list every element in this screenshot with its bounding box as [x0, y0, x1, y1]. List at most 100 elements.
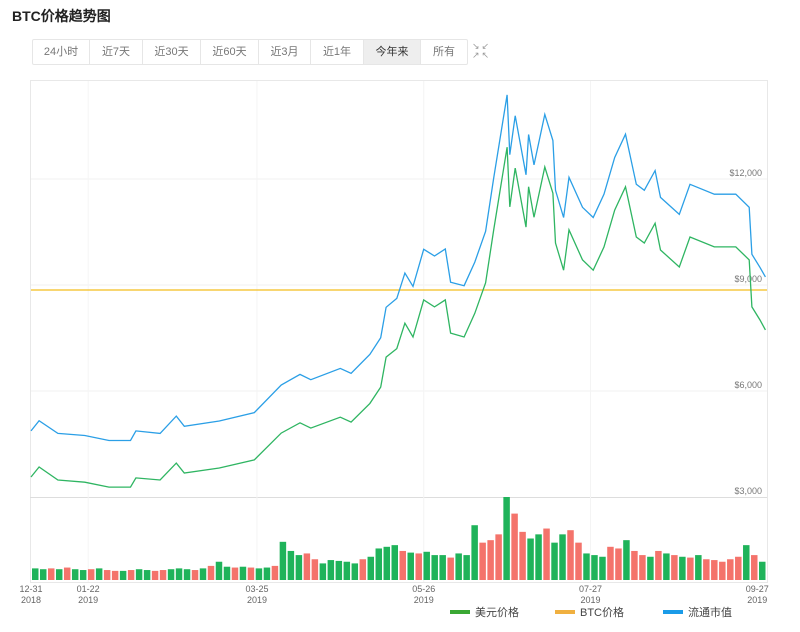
volume-bar — [447, 557, 454, 580]
volume-bar — [631, 550, 638, 580]
legend-swatch — [450, 610, 470, 614]
x-tick-year: 2019 — [78, 595, 98, 605]
expand-arrows-icon[interactable]: ↘↙ ↗↖ — [472, 41, 492, 60]
y-tick-label: $9,000 — [734, 274, 762, 284]
volume-bar — [183, 569, 191, 580]
volume-bar — [655, 550, 662, 580]
volume-bar — [735, 556, 742, 580]
volume-bar — [175, 568, 183, 580]
volume-bar — [167, 569, 175, 580]
y-tick-label: $3,000 — [734, 486, 762, 496]
x-tick-year: 2019 — [414, 595, 434, 605]
volume-bar — [383, 546, 391, 580]
volume-bar — [607, 546, 614, 580]
plot-frame — [30, 80, 768, 583]
legend-swatch — [555, 610, 575, 614]
volume-bar — [111, 570, 119, 580]
x-tick-date: 01-22 — [77, 584, 100, 594]
volume-bar — [71, 569, 79, 580]
volume-bar — [471, 525, 478, 580]
volume-bar — [103, 570, 111, 580]
range-button-2[interactable]: 近30天 — [143, 40, 201, 64]
range-button-6[interactable]: 今年来 — [364, 40, 421, 64]
volume-bar — [327, 560, 335, 580]
series-line-usd-price — [30, 147, 766, 488]
x-tick-year: 2018 — [21, 595, 41, 605]
volume-bar — [551, 542, 558, 580]
volume-bar — [487, 540, 494, 580]
volume-bar — [159, 570, 167, 580]
volume-bar — [535, 534, 542, 580]
legend-label: 流通市值 — [688, 607, 732, 619]
volume-bar — [527, 538, 534, 580]
legend-label: 美元价格 — [475, 607, 519, 619]
volume-bar — [495, 534, 502, 580]
volume-bar — [79, 570, 87, 580]
volume-bar — [375, 548, 383, 580]
volume-bar — [615, 548, 622, 580]
volume-bar — [591, 555, 598, 580]
volume-bar — [351, 563, 359, 580]
legend-item-market-cap[interactable]: 流通市值 — [663, 604, 732, 620]
volume-bar — [567, 530, 574, 580]
series-line-market-cap — [30, 94, 766, 442]
volume-bar — [727, 559, 734, 580]
volume-bar — [599, 556, 606, 580]
volume-bar — [335, 560, 343, 580]
x-tick-date: 12-31 — [19, 584, 42, 594]
volume-bar — [367, 556, 375, 580]
volume-bar — [263, 567, 271, 580]
range-button-1[interactable]: 近7天 — [90, 40, 143, 64]
page-title: BTC价格趋势图 — [12, 8, 111, 24]
volume-bar — [679, 556, 686, 580]
volume-bar — [719, 561, 726, 580]
volume-bar — [87, 569, 95, 580]
volume-bar — [583, 553, 590, 580]
x-tick-date: 07-27 — [579, 584, 602, 594]
range-button-3[interactable]: 近60天 — [201, 40, 259, 64]
volume-bar — [743, 545, 750, 580]
volume-bar — [455, 553, 462, 580]
y-tick-label: $12,000 — [729, 168, 762, 178]
range-button-7[interactable]: 所有 — [433, 46, 455, 58]
volume-bar — [463, 555, 470, 580]
volume-bar — [623, 540, 630, 580]
volume-bar — [575, 542, 582, 580]
volume-bar — [359, 559, 367, 580]
legend-item-usd-price[interactable]: 美元价格 — [450, 604, 519, 620]
legend-item-btc-price[interactable]: BTC价格 — [555, 604, 624, 620]
range-button-0[interactable]: 24小时 — [33, 40, 90, 64]
volume-bar — [439, 555, 446, 580]
volume-bar — [311, 559, 319, 580]
volume-bar — [503, 497, 510, 580]
volume-bar — [63, 567, 71, 580]
time-range-selector: 24小时 近7天 近30天 近60天 近3月 近1年 今年来 所有 — [32, 39, 468, 65]
x-tick-date: 05-26 — [412, 584, 435, 594]
volume-bar — [639, 555, 646, 580]
volume-bar — [399, 550, 406, 580]
volume-bar — [32, 568, 39, 580]
volume-bar — [295, 555, 303, 580]
volume-bar — [95, 568, 103, 580]
volume-bar — [319, 563, 327, 580]
range-button-5[interactable]: 近1年 — [311, 40, 364, 64]
volume-bar — [247, 567, 255, 580]
volume-bar — [431, 555, 438, 580]
volume-bar — [543, 528, 550, 580]
volume-bar — [703, 559, 710, 580]
range-button-4[interactable]: 近3月 — [259, 40, 311, 64]
volume-bar — [215, 561, 223, 580]
volume-bar — [407, 552, 414, 580]
volume-bar — [415, 553, 422, 580]
volume-bar — [271, 565, 279, 580]
volume-bar — [695, 555, 702, 580]
volume-bar — [191, 570, 199, 580]
volume-bar — [671, 555, 678, 580]
volume-bar — [119, 570, 127, 580]
volume-bar — [39, 569, 47, 580]
volume-bar — [663, 553, 670, 580]
volume-bar — [647, 556, 654, 580]
volume-bar — [135, 569, 143, 580]
x-tick-date: 03-25 — [245, 584, 268, 594]
